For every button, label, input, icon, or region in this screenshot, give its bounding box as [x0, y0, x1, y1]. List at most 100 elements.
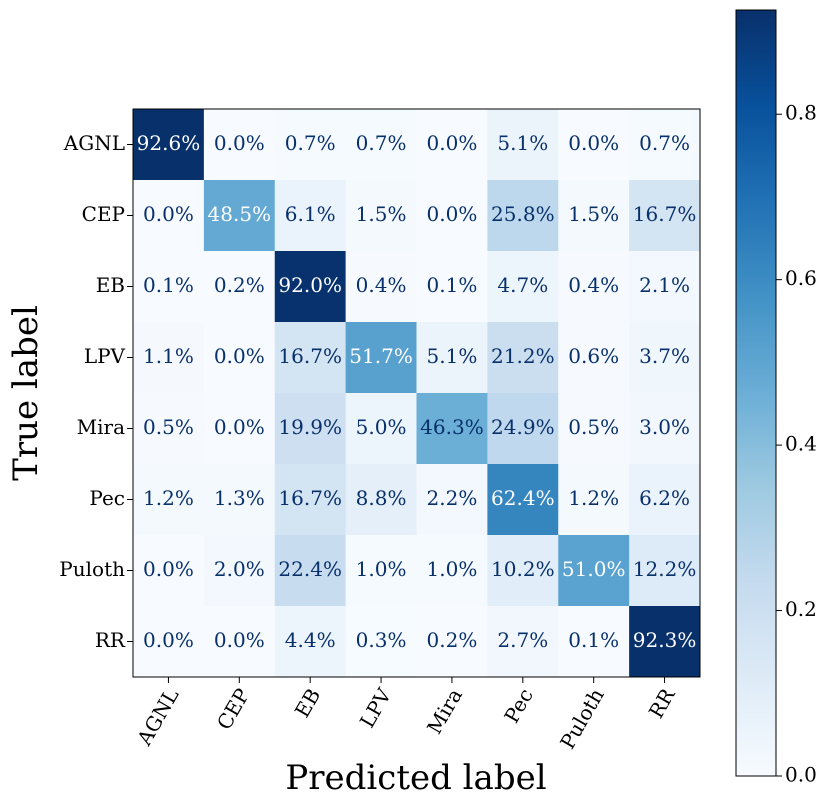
cell-label: 24.9%: [491, 415, 555, 439]
cell: [274, 322, 347, 394]
cell: [416, 464, 488, 536]
x-tick-label: Pec: [499, 684, 538, 727]
cell-label: 0.0%: [143, 202, 194, 226]
cell: [487, 322, 559, 394]
cell: [629, 251, 701, 323]
cell-label: 0.0%: [214, 628, 265, 652]
cell-label: 0.0%: [214, 344, 265, 368]
cell: [487, 251, 559, 323]
cell: [416, 251, 488, 323]
y-tick-label: CEP: [82, 202, 125, 226]
cell-label: 92.6%: [137, 131, 201, 155]
cell: [274, 180, 347, 252]
cell-label: 3.7%: [639, 344, 690, 368]
cell: [274, 393, 347, 465]
cell: [558, 535, 630, 607]
cell-label: 19.9%: [278, 415, 342, 439]
cell-label: 0.0%: [214, 131, 265, 155]
cell-label: 2.0%: [214, 557, 265, 581]
cell-label: 6.1%: [285, 202, 336, 226]
y-tick-label: LPV: [84, 344, 126, 368]
cell-label: 5.1%: [497, 131, 548, 155]
cell-label: 16.7%: [633, 202, 697, 226]
cell-label: 0.6%: [568, 344, 619, 368]
cell-label: 16.7%: [278, 344, 342, 368]
cell-label: 0.2%: [214, 273, 265, 297]
cell: [416, 180, 488, 252]
cell: [487, 393, 559, 465]
colorbar: [735, 9, 777, 777]
cell: [629, 535, 701, 607]
colorbar-tick-label: 0.8: [785, 101, 817, 125]
cell: [487, 464, 559, 536]
cell-label: 51.0%: [562, 557, 626, 581]
cell-label: 62.4%: [491, 486, 555, 510]
cell: [274, 109, 347, 181]
cell: [629, 606, 701, 678]
cell: [345, 322, 417, 394]
cell-label: 8.8%: [356, 486, 407, 510]
colorbar-tick-label: 0.6: [785, 266, 817, 290]
cell-label: 4.4%: [285, 628, 336, 652]
cell-label: 0.5%: [568, 415, 619, 439]
cell-label: 0.1%: [427, 273, 478, 297]
cell: [133, 251, 205, 323]
cell: [345, 535, 417, 607]
cell: [629, 393, 701, 465]
y-tick-label: AGNL: [63, 131, 125, 155]
cell: [558, 251, 630, 323]
cell-label: 0.7%: [356, 131, 407, 155]
cell: [416, 606, 488, 678]
cell: [133, 109, 205, 181]
plot-frame: [132, 108, 701, 678]
cell-label: 5.1%: [427, 344, 478, 368]
cell: [487, 606, 559, 678]
cell-label: 46.3%: [420, 415, 484, 439]
cell: [203, 464, 276, 536]
cell: [133, 606, 205, 678]
cell-label: 3.0%: [639, 415, 690, 439]
cell: [203, 393, 276, 465]
cell: [345, 180, 417, 252]
cell: [558, 393, 630, 465]
cell: [203, 251, 276, 323]
cell-label: 48.5%: [208, 202, 272, 226]
cell: [274, 251, 347, 323]
cell-label: 4.7%: [497, 273, 548, 297]
cell-label: 0.5%: [143, 415, 194, 439]
cell-label: 10.2%: [491, 557, 555, 581]
cell: [133, 535, 205, 607]
cell: [274, 606, 347, 678]
cell: [274, 535, 347, 607]
cell-label: 22.4%: [278, 557, 342, 581]
cell: [629, 464, 701, 536]
colorbar-tick-label: 0.4: [785, 432, 817, 456]
cell: [345, 109, 417, 181]
cell-label: 5.0%: [356, 415, 407, 439]
cell-label: 1.5%: [356, 202, 407, 226]
cell-label: 16.7%: [278, 486, 342, 510]
cell-label: 0.1%: [143, 273, 194, 297]
cell-label: 21.2%: [491, 344, 555, 368]
x-tick-label: CEP: [212, 684, 254, 734]
cell: [274, 464, 347, 536]
x-tick-label: RR: [644, 683, 680, 722]
cell-label: 92.3%: [633, 628, 697, 652]
cell-label: 2.7%: [497, 628, 548, 652]
cell: [133, 464, 205, 536]
cell: [558, 464, 630, 536]
cell: [203, 322, 276, 394]
cell-label: 0.4%: [356, 273, 407, 297]
cell: [203, 606, 276, 678]
y-tick-label: Pec: [89, 486, 125, 510]
cell: [345, 251, 417, 323]
cell: [203, 535, 276, 607]
cell-label: 6.2%: [639, 486, 690, 510]
cell: [416, 322, 488, 394]
cell-label: 51.7%: [349, 344, 413, 368]
colorbar-tick-label: 0.0: [785, 763, 817, 787]
cell-label: 12.2%: [633, 557, 697, 581]
cell: [133, 322, 205, 394]
cell-label: 0.0%: [427, 131, 478, 155]
cell: [629, 180, 701, 252]
